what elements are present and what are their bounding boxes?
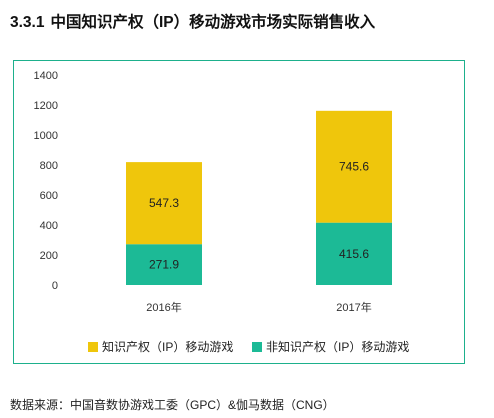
y-tick-label: 1400 (34, 70, 58, 82)
y-tick-label: 800 (40, 160, 58, 172)
page-title: 3.3.1 中国知识产权（IP）移动游戏市场实际销售收入 (10, 10, 375, 32)
y-tick-label: 400 (40, 220, 58, 232)
legend-item-non-ip: 非知识产权（IP）移动游戏 (252, 338, 409, 355)
legend: 知识产权（IP）移动游戏 非知识产权（IP）移动游戏 (0, 338, 494, 356)
y-tick-label: 1200 (34, 100, 58, 112)
legend-swatch-ip (88, 341, 98, 352)
data-label: 745.6 (339, 160, 369, 174)
bars: 271.9 547.3 415.6 745.6 (126, 110, 392, 285)
x-category-label: 2016年 (146, 300, 181, 314)
chart-title: 中国知识产权（IP）移动游戏市场实际销售收入 (50, 14, 376, 31)
bar-segment-non-ip (316, 222, 392, 285)
legend-label-non-ip: 非知识产权（IP）移动游戏 (266, 340, 410, 354)
y-tick-label: 200 (40, 250, 58, 262)
section-number: 3.3.1 (10, 14, 45, 31)
bar-segment-ip (126, 162, 202, 245)
legend-item-ip: 知识产权（IP）移动游戏 (88, 338, 233, 355)
data-label: 271.9 (149, 258, 179, 272)
data-source-note: 数据来源：中国音数协游戏工委（GPC）&伽马数据（CNG） (10, 398, 335, 412)
legend-swatch-non-ip (252, 341, 262, 352)
x-axis: 2016年 2017年 (146, 300, 371, 314)
y-axis: 0 200 400 600 800 1000 1200 1400 (34, 70, 58, 292)
y-tick-label: 1000 (34, 130, 58, 142)
data-label: 547.3 (149, 196, 179, 210)
y-tick-label: 600 (40, 190, 58, 202)
x-category-label: 2017年 (336, 300, 371, 314)
legend-label-ip: 知识产权（IP）移动游戏 (102, 340, 234, 354)
data-label: 415.6 (339, 247, 369, 261)
bar-segment-non-ip (126, 244, 202, 285)
y-tick-label: 0 (52, 280, 58, 292)
bar-segment-ip (316, 110, 392, 223)
chart-frame (13, 60, 465, 364)
